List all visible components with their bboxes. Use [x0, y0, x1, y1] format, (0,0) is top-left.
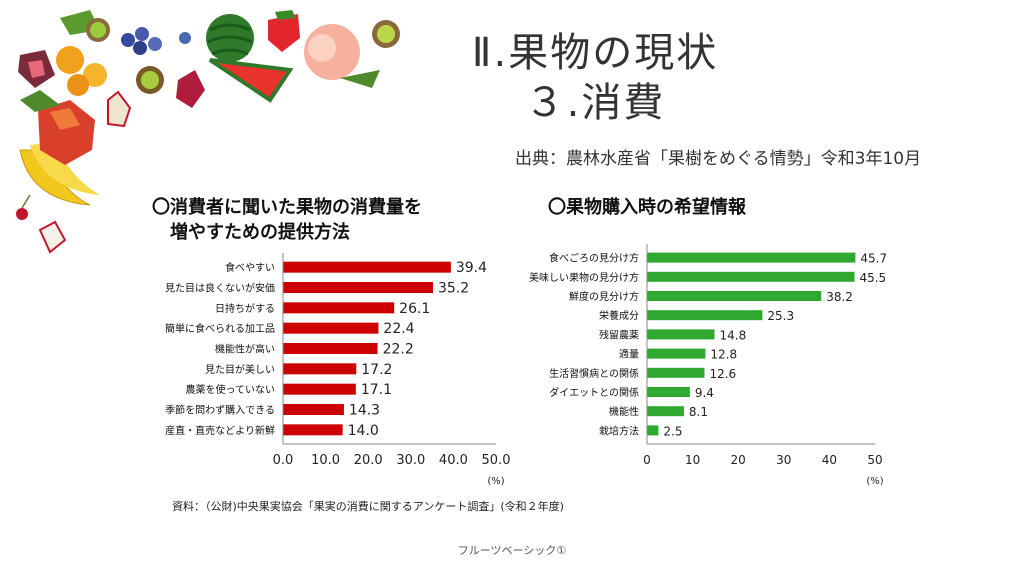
chart2-category-label-3: 栄養成分: [599, 309, 639, 322]
chart2-bar-7: [647, 387, 690, 397]
footer-label: フルーツベーシック①: [457, 544, 567, 557]
chart2-tick-label-5: 50: [867, 453, 882, 467]
lychee-icon: [38, 220, 67, 254]
chart1-bar-7: [283, 404, 344, 415]
chart2-category-label-8: 機能性: [609, 405, 639, 418]
chart1-value-label-4: 22.2: [383, 342, 414, 358]
chart1-category-label-7: 季節を問わず購入できる: [165, 404, 275, 417]
chart2-bar-5: [647, 348, 706, 359]
chart1-value-label-5: 17.2: [361, 362, 392, 378]
chart2-category-label-6: 生活習慣病との関係: [549, 367, 639, 380]
slide-title-line2: ３.消費: [524, 80, 666, 126]
chart2-bar-8: [647, 406, 684, 417]
chart1-tick-label-1: 10.0: [311, 453, 340, 468]
leaf-icon: [20, 90, 60, 112]
chart2-tick-label-4: 40: [822, 453, 837, 467]
chart2-value-label-7: 9.4: [695, 386, 714, 400]
chart1-category-label-4: 機能性が高い: [215, 343, 275, 356]
chart1-bar-1: [283, 282, 433, 293]
chart1-bar-4: [283, 343, 378, 354]
chart1-category-label-0: 食べやすい: [225, 261, 275, 274]
chart2-value-label-9: 2.5: [663, 424, 682, 438]
chart1-tick-label-0: 0.0: [273, 453, 294, 468]
chart1-value-label-0: 39.4: [456, 260, 487, 276]
chart2-category-label-9: 栽培方法: [599, 424, 639, 437]
chart1-value-label-2: 26.1: [399, 301, 430, 317]
apple-icon: [38, 100, 95, 165]
cherry-icon: [16, 208, 28, 220]
chart2-tick-label-3: 30: [776, 453, 791, 467]
chart1-value-label-3: 22.4: [383, 321, 414, 337]
chart2-bar-0: [647, 252, 856, 263]
chart1-category-label-6: 農薬を使っていない: [186, 383, 276, 396]
chart2-bar-3: [647, 310, 763, 321]
chart1-bar-0: [283, 261, 451, 273]
chart2-title: 〇果物購入時の希望情報: [548, 195, 746, 220]
chart1-bar-5: [283, 363, 357, 375]
pear-icon: [107, 90, 132, 128]
chart2-value-label-8: 8.1: [689, 405, 708, 419]
chart1-value-label-6: 17.1: [361, 382, 392, 398]
chart1-bar-3: [283, 322, 379, 334]
chart2-value-label-6: 12.6: [709, 367, 736, 381]
chart1-category-label-5: 見た目が美しい: [205, 363, 275, 376]
source-citation: 出典：農林水産省「果樹をめぐる情勢」令和3年10月: [515, 149, 922, 169]
blueberry-icon: [121, 27, 191, 55]
chart2-bar-4: [647, 329, 715, 340]
chart2-category-label-7: ダイエットとの関係: [549, 386, 639, 399]
chart2-bar-2: [647, 291, 822, 301]
chart2-bar-6: [647, 367, 705, 378]
chart2-value-label-2: 38.2: [826, 290, 853, 304]
slide-title-line1: Ⅱ.果物の現状: [471, 30, 719, 76]
orange-icon: [56, 46, 84, 74]
chart2-bar-9: [647, 425, 659, 436]
chart1-category-label-1: 見た目は良くないが安価: [165, 282, 275, 295]
chart1-bar-6: [283, 383, 356, 395]
chart2-value-label-0: 45.7: [860, 252, 887, 266]
data-source-note: 資料：（公財)中央果実協会「果実の消費に関するアンケート調査」(令和２年度): [172, 500, 564, 513]
chart2-category-label-1: 美味しい果物の見分け方: [529, 271, 639, 284]
chart1-category-label-8: 産直・直売などより新鮮: [165, 424, 275, 437]
fruit-illustration: [16, 10, 400, 254]
chart2-value-label-1: 45.5: [859, 271, 886, 285]
chart1-tick-label-4: 40.0: [439, 453, 468, 468]
chart2-title-line1: 〇果物購入時の希望情報: [548, 197, 746, 218]
chart2-category-label-2: 鮮度の見分け方: [569, 290, 639, 303]
chart1-value-label-7: 14.3: [349, 403, 380, 419]
chart2-tick-label-0: 0: [643, 453, 651, 467]
chart2-value-label-4: 14.8: [719, 328, 746, 342]
chart2-tick-label-1: 10: [685, 453, 700, 467]
chart2-tick-label-2: 20: [731, 453, 746, 467]
strawberry-icon: [268, 14, 300, 52]
chart1-value-label-1: 35.2: [438, 281, 469, 297]
chart1-tick-label-5: 50.0: [482, 453, 511, 468]
chart2-value-label-5: 12.8: [710, 348, 737, 362]
chart2-category-label-5: 適量: [619, 348, 639, 361]
chart1-category-label-3: 簡単に食べられる加工品: [165, 322, 275, 335]
chart2-category-label-0: 食べごろの見分け方: [549, 252, 639, 265]
chart1-tick-label-3: 30.0: [396, 453, 425, 468]
chart1-value-label-8: 14.0: [348, 423, 379, 439]
chart2-unit-label: (%): [866, 476, 883, 487]
chart2-value-label-3: 25.3: [767, 309, 794, 323]
chart1-bar-8: [283, 424, 343, 436]
chart1-title-line1: 〇消費者に聞いた果物の消費量を: [152, 197, 422, 218]
chart2-category-label-4: 残留農薬: [599, 328, 639, 341]
slide-title: Ⅱ.果物の現状 ３.消費: [430, 28, 760, 128]
chart1-category-label-2: 日持ちがする: [215, 302, 275, 315]
chart1-bar-2: [283, 302, 395, 314]
chart2-bar-1: [647, 271, 855, 282]
chart1-title: 〇消費者に聞いた果物の消費量を 増やすための提供方法: [152, 195, 492, 245]
chart1-tick-label-2: 20.0: [354, 453, 383, 468]
chart1-unit-label: (%): [487, 476, 504, 487]
chart1-title-line2: 増やすための提供方法: [152, 222, 350, 243]
